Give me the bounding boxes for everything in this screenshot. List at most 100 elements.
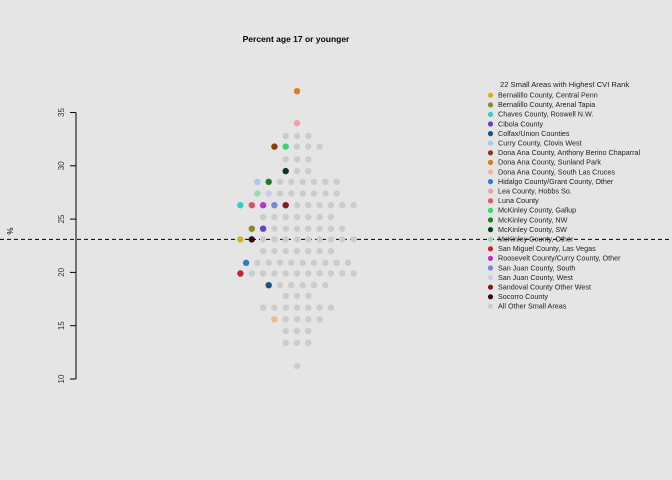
- point-other: [316, 304, 323, 311]
- point-other: [322, 178, 329, 185]
- legend-label: San Miguel County, Las Vegas: [498, 244, 596, 253]
- point-highlight: [254, 178, 261, 185]
- legend-item: Chaves County, Roswell N.W.: [487, 110, 593, 119]
- point-other: [316, 316, 323, 323]
- point-other: [305, 270, 312, 277]
- point-other: [316, 143, 323, 150]
- legend-item: Luna County: [487, 196, 539, 205]
- point-other: [282, 225, 289, 232]
- point-other: [293, 304, 301, 311]
- point-other: [327, 202, 335, 209]
- point-other: [293, 202, 301, 209]
- point-other: [327, 247, 335, 255]
- point-other: [282, 292, 289, 300]
- legend-swatch: [487, 303, 494, 309]
- point-other: [299, 282, 306, 289]
- legend-label: McKinley County, Other: [498, 235, 574, 244]
- legend-label: McKinley County, Gallup: [498, 206, 576, 215]
- point-other: [288, 190, 295, 197]
- point-other: [305, 316, 312, 323]
- legend-item: San Juan County, South: [487, 263, 575, 272]
- point-other: [350, 202, 357, 209]
- point-other: [305, 167, 312, 175]
- point-highlight: [242, 259, 250, 266]
- y-axis-label: %: [6, 227, 15, 234]
- point-other: [271, 304, 278, 311]
- legend-item: Lea County, Hobbs So.: [487, 187, 572, 196]
- point-other: [316, 202, 323, 209]
- point-other: [305, 292, 312, 300]
- legend-swatch: [487, 236, 494, 242]
- point-other: [322, 190, 329, 197]
- point-other: [305, 304, 312, 311]
- point-other: [350, 236, 357, 243]
- point-other: [271, 247, 278, 255]
- legend-swatch: [487, 198, 494, 204]
- data-points: [237, 88, 357, 370]
- point-other: [327, 225, 335, 232]
- point-other: [271, 270, 278, 277]
- legend-title: 22 Small Areas with Highest CVI Rank: [500, 80, 629, 89]
- legend-label: Lea County, Hobbs So.: [498, 187, 572, 196]
- point-other: [293, 225, 301, 232]
- legend-label: Roosevelt County/Curry County, Other: [498, 254, 621, 263]
- legend-label: San Juan County, West: [498, 273, 573, 282]
- point-other: [271, 213, 278, 221]
- chart-title: Percent age 17 or younger: [243, 34, 350, 44]
- legend-label: Curry County, Clovis West: [498, 139, 582, 148]
- legend-label: Socorro County: [498, 292, 548, 301]
- point-highlight: [254, 190, 261, 197]
- point-other: [259, 236, 267, 243]
- legend-swatch: [487, 265, 494, 271]
- legend-label: All Other Small Areas: [498, 302, 567, 311]
- point-other: [271, 225, 278, 232]
- legend-label: Hidalgo County/Grant County, Other: [498, 177, 614, 186]
- point-other: [282, 213, 289, 221]
- legend-item: Dona Ana County, Sunland Park: [487, 158, 601, 167]
- point-other: [259, 304, 267, 311]
- point-other: [276, 178, 284, 185]
- legend-swatch: [487, 255, 494, 261]
- legend-label: Dona Ana County, Sunland Park: [498, 158, 601, 167]
- point-highlight: [271, 316, 278, 323]
- point-other: [322, 282, 329, 289]
- legend: 22 Small Areas with Highest CVI Rank Ber…: [487, 80, 641, 311]
- point-highlight: [282, 143, 289, 150]
- point-other: [259, 247, 267, 255]
- legend-swatch: [487, 227, 494, 233]
- point-highlight: [265, 282, 272, 289]
- point-other: [322, 259, 329, 266]
- point-other: [293, 339, 301, 346]
- legend-label: Luna County: [498, 196, 539, 205]
- legend-label: Bernalillo County, Central Penn: [498, 91, 598, 100]
- point-other: [282, 156, 289, 163]
- point-other: [282, 327, 289, 335]
- legend-swatch: [487, 294, 494, 300]
- point-other: [293, 167, 301, 175]
- legend-swatch: [487, 102, 494, 108]
- legend-label: McKinley County, NW: [498, 215, 568, 224]
- legend-item: McKinley County, Other: [487, 235, 574, 244]
- point-other: [288, 178, 295, 185]
- point-other: [305, 339, 312, 346]
- point-highlight: [237, 270, 244, 277]
- legend-label: Colfax/Union Counties: [498, 129, 570, 138]
- legend-swatch: [487, 169, 494, 175]
- point-highlight: [293, 120, 301, 127]
- legend-item: McKinley County, SW: [487, 225, 567, 234]
- point-other: [316, 270, 323, 277]
- legend-item: Socorro County: [487, 292, 548, 301]
- legend-label: San Juan County, South: [498, 263, 575, 272]
- point-other: [293, 156, 301, 163]
- legend-item: Dona Ana County, Anthony Berino Chaparra…: [487, 148, 641, 157]
- point-other: [276, 282, 284, 289]
- point-other: [282, 304, 289, 311]
- y-tick-label: 25: [57, 214, 66, 223]
- point-other: [282, 132, 289, 140]
- point-other: [310, 259, 318, 266]
- point-other: [276, 190, 284, 197]
- point-other: [299, 190, 306, 197]
- point-other: [316, 225, 323, 232]
- y-tick-label: 35: [57, 108, 66, 117]
- point-other: [305, 202, 312, 209]
